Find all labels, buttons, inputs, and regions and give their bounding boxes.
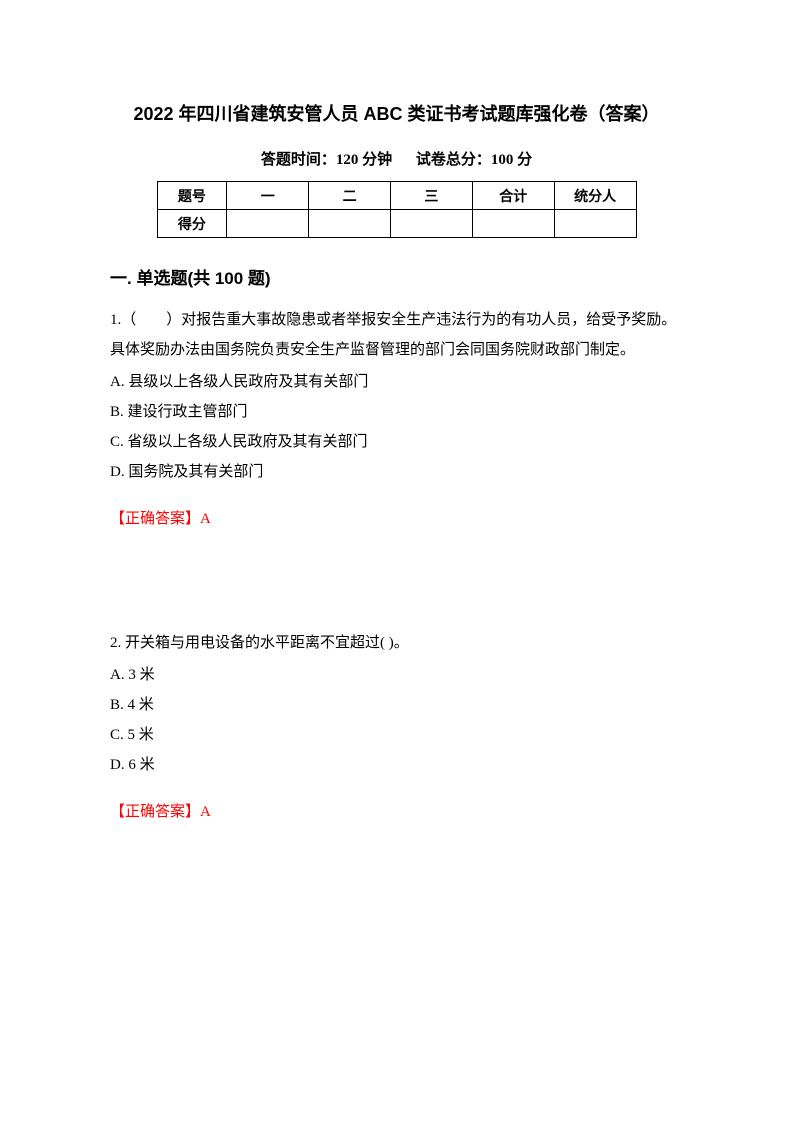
header-cell-scorer: 统分人 bbox=[554, 182, 636, 210]
header-cell-1: 一 bbox=[227, 182, 309, 210]
header-cell-3: 三 bbox=[391, 182, 473, 210]
option-c: C. 省级以上各级人民政府及其有关部门 bbox=[110, 427, 683, 457]
header-cell-total: 合计 bbox=[472, 182, 554, 210]
option-d: D. 6 米 bbox=[110, 750, 683, 780]
score-cell-label: 得分 bbox=[157, 210, 227, 238]
time-label: 答题时间：120 分钟 bbox=[261, 148, 392, 169]
option-a: A. 县级以上各级人民政府及其有关部门 bbox=[110, 367, 683, 397]
score-cell-scorer bbox=[554, 210, 636, 238]
exam-title: 2022 年四川省建筑安管人员 ABC 类证书考试题库强化卷（答案） bbox=[110, 100, 683, 126]
answer-2: 【正确答案】A bbox=[110, 800, 683, 821]
table-row: 得分 bbox=[157, 210, 636, 238]
option-c: C. 5 米 bbox=[110, 720, 683, 750]
score-cell-1 bbox=[227, 210, 309, 238]
score-label: 试卷总分：100 分 bbox=[416, 148, 532, 169]
question-text: 1.（ ）对报告重大事故隐患或者举报安全生产违法行为的有功人员，给受予奖励。具体… bbox=[110, 305, 683, 365]
exam-subtitle: 答题时间：120 分钟 试卷总分：100 分 bbox=[110, 148, 683, 169]
question-text: 2. 开关箱与用电设备的水平距离不宜超过( )。 bbox=[110, 628, 683, 658]
option-b: B. 建设行政主管部门 bbox=[110, 397, 683, 427]
option-d: D. 国务院及其有关部门 bbox=[110, 457, 683, 487]
header-cell-2: 二 bbox=[309, 182, 391, 210]
question-2: 2. 开关箱与用电设备的水平距离不宜超过( )。 A. 3 米 B. 4 米 C… bbox=[110, 628, 683, 780]
score-table: 题号 一 二 三 合计 统分人 得分 bbox=[157, 181, 637, 238]
option-a: A. 3 米 bbox=[110, 660, 683, 690]
section-title: 一. 单选题(共 100 题) bbox=[110, 264, 683, 289]
score-cell-3 bbox=[391, 210, 473, 238]
option-b: B. 4 米 bbox=[110, 690, 683, 720]
header-cell-label: 题号 bbox=[157, 182, 227, 210]
score-cell-total bbox=[472, 210, 554, 238]
score-cell-2 bbox=[309, 210, 391, 238]
answer-1: 【正确答案】A bbox=[110, 507, 683, 528]
question-1: 1.（ ）对报告重大事故隐患或者举报安全生产违法行为的有功人员，给受予奖励。具体… bbox=[110, 305, 683, 487]
table-row: 题号 一 二 三 合计 统分人 bbox=[157, 182, 636, 210]
